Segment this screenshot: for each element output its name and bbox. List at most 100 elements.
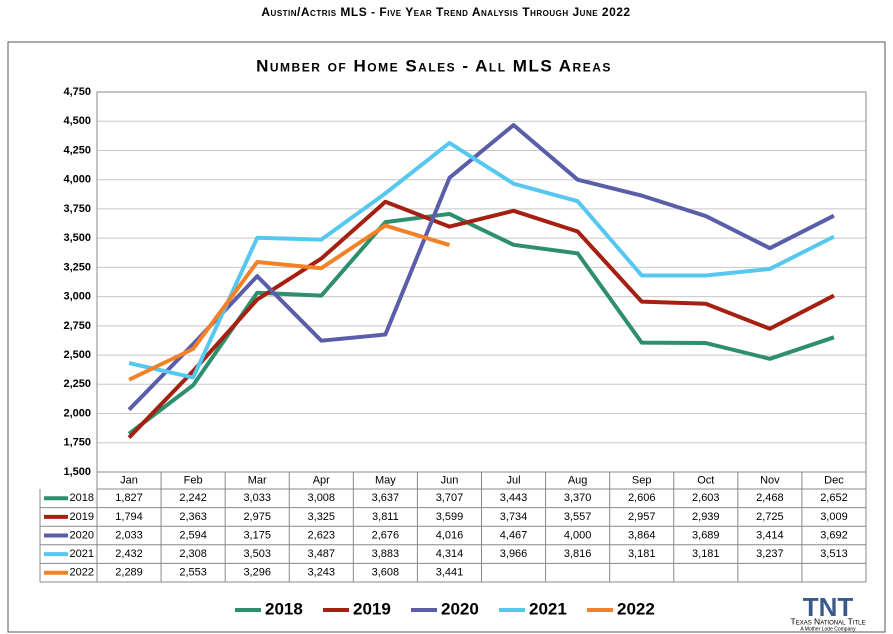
- table-cell: 2,363: [179, 511, 207, 523]
- table-cell: 3,637: [372, 492, 400, 504]
- table-cell: 3,237: [756, 548, 784, 560]
- table-row-label: 2019: [70, 511, 94, 523]
- table-cell: 4,000: [564, 529, 592, 541]
- table-cell: 2,939: [692, 511, 720, 523]
- table-cell: 2,289: [115, 567, 143, 579]
- y-tick-label: 2,250: [63, 378, 91, 390]
- table-cell: 1,827: [115, 492, 143, 504]
- table-cell: 3,181: [692, 548, 720, 560]
- logo-tagline: A Mother Lode Company: [800, 626, 856, 632]
- x-tick-label: Apr: [313, 474, 330, 486]
- x-tick-label: Nov: [760, 474, 780, 486]
- series-line: [128, 140, 835, 380]
- y-tick-label: 4,250: [63, 144, 91, 156]
- table-cell: 2,432: [115, 548, 143, 560]
- table-cell: 3,443: [500, 492, 528, 504]
- table-cell: 3,599: [436, 511, 464, 523]
- table-row-label: 2020: [70, 529, 94, 541]
- series-line: [127, 211, 835, 436]
- table-cell: 1,794: [115, 511, 143, 523]
- table-cell: 3,175: [243, 529, 271, 541]
- y-tick-label: 3,750: [63, 203, 91, 215]
- table-cell: 2,594: [179, 529, 207, 541]
- table-cell: 3,707: [436, 492, 464, 504]
- table-cell: 2,725: [756, 511, 784, 523]
- table-row-label: 2018: [70, 492, 94, 504]
- table-cell: 3,441: [436, 567, 464, 579]
- y-tick-label: 1,500: [63, 466, 91, 478]
- series-line: [127, 199, 835, 440]
- table-row-label: 2022: [70, 567, 94, 579]
- chart-title: Number of Home Sales - All MLS Areas: [256, 56, 612, 75]
- legend-label: 2021: [529, 599, 567, 618]
- y-tick-label: 2,000: [63, 407, 91, 419]
- table-cell: 3,557: [564, 511, 592, 523]
- table-cell: 2,308: [179, 548, 207, 560]
- x-tick-label: Jan: [120, 474, 138, 486]
- x-tick-label: Oct: [697, 474, 714, 486]
- y-tick-label: 2,500: [63, 349, 91, 361]
- table-cell: 3,181: [628, 548, 656, 560]
- table-cell: 2,553: [179, 567, 207, 579]
- logo-name: Texas National Title: [791, 616, 866, 626]
- table-cell: 3,009: [820, 511, 848, 523]
- legend-label: 2019: [353, 599, 391, 618]
- legend-label: 2022: [617, 599, 655, 618]
- x-tick-label: Aug: [568, 474, 588, 486]
- x-tick-label: Jun: [441, 474, 459, 486]
- table-cell: 3,816: [564, 548, 592, 560]
- table-row-label: 2021: [70, 548, 94, 560]
- y-tick-label: 1,750: [63, 437, 91, 449]
- x-tick-label: Jul: [507, 474, 521, 486]
- series-line: [127, 123, 835, 412]
- chart-frame: [7, 41, 886, 633]
- series-line: [128, 223, 451, 382]
- table-cell: 3,414: [756, 529, 784, 541]
- table-cell: 3,487: [308, 548, 336, 560]
- table-cell: 3,008: [308, 492, 336, 504]
- table-cell: 2,623: [308, 529, 336, 541]
- table-cell: 3,811: [372, 511, 399, 523]
- table-cell: 3,325: [308, 511, 336, 523]
- y-tick-label: 3,500: [63, 232, 91, 244]
- table-cell: 4,016: [436, 529, 464, 541]
- x-tick-label: Dec: [824, 474, 844, 486]
- x-tick-label: Sep: [632, 474, 652, 486]
- table-cell: 2,606: [628, 492, 656, 504]
- x-tick-label: Mar: [248, 474, 267, 486]
- table-cell: 2,676: [372, 529, 400, 541]
- y-tick-label: 4,000: [63, 174, 91, 186]
- table-cell: 2,957: [628, 511, 656, 523]
- y-tick-label: 3,250: [63, 261, 91, 273]
- table-cell: 2,603: [692, 492, 720, 504]
- table-cell: 3,689: [692, 529, 720, 541]
- table-cell: 3,692: [820, 529, 848, 541]
- table-cell: 3,370: [564, 492, 592, 504]
- table-cell: 3,608: [372, 567, 400, 579]
- table-cell: 3,864: [628, 529, 656, 541]
- legend-label: 2020: [441, 599, 479, 618]
- x-tick-label: Feb: [184, 474, 203, 486]
- table-cell: 4,467: [500, 529, 528, 541]
- table-cell: 2,033: [115, 529, 143, 541]
- table-cell: 2,242: [179, 492, 207, 504]
- table-cell: 3,883: [372, 548, 400, 560]
- table-cell: 3,734: [500, 511, 528, 523]
- table-cell: 3,296: [243, 567, 271, 579]
- y-tick-label: 4,500: [63, 115, 91, 127]
- table-cell: 3,503: [243, 548, 271, 560]
- table-cell: 3,243: [308, 567, 336, 579]
- table-cell: 3,966: [500, 548, 528, 560]
- x-tick-label: May: [375, 474, 396, 486]
- page-title: Austin/Actris MLS - Five Year Trend Anal…: [261, 5, 630, 19]
- logo-mark: TNT: [803, 592, 854, 622]
- table-cell: 3,033: [243, 492, 271, 504]
- y-tick-label: 4,750: [63, 86, 91, 98]
- legend-label: 2018: [265, 599, 303, 618]
- y-tick-label: 2,750: [63, 320, 91, 332]
- table-cell: 2,975: [243, 511, 271, 523]
- table-cell: 3,513: [820, 548, 848, 560]
- table-cell: 2,652: [820, 492, 848, 504]
- table-cell: 2,468: [756, 492, 784, 504]
